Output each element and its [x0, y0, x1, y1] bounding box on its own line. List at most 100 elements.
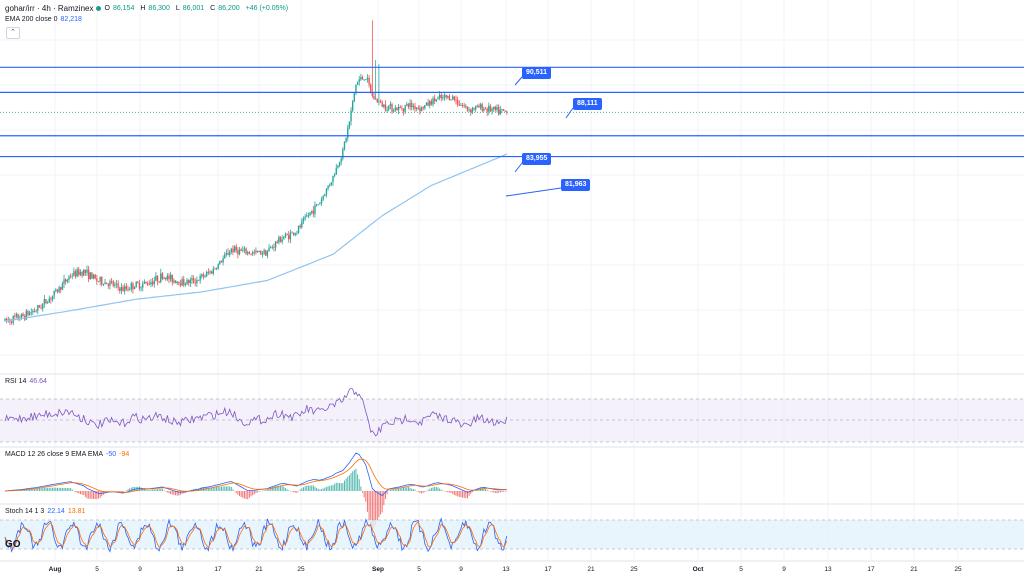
candle-body	[201, 274, 203, 276]
candle-body	[417, 107, 419, 109]
macd-histogram-bar	[325, 486, 327, 491]
candle-body	[215, 268, 218, 270]
macd-histogram-bar	[148, 490, 150, 491]
candle-body	[58, 287, 60, 292]
macd-histogram-bar	[70, 488, 72, 491]
candle-body	[425, 102, 428, 106]
macd-histogram-bar	[278, 485, 280, 491]
macd-histogram-bar	[89, 491, 91, 499]
candle-body	[260, 251, 262, 255]
macd-histogram-bar	[375, 491, 377, 525]
macd-histogram-bar	[288, 490, 290, 491]
macd-histogram-bar	[75, 491, 77, 492]
macd-histogram-bar	[134, 486, 136, 491]
candle-body	[225, 253, 228, 255]
price-level-tag[interactable]: 81,963	[561, 179, 591, 191]
x-tick-label: 9	[782, 566, 786, 573]
macd-histogram-bar	[319, 489, 321, 491]
candle-body	[437, 97, 439, 100]
candle-body	[17, 314, 19, 320]
macd-histogram-bar	[93, 491, 95, 499]
ohlc-change: +46 (+0.05%)	[245, 5, 289, 12]
candle-body	[291, 232, 293, 234]
candle-body	[101, 276, 103, 285]
macd-histogram-bar	[458, 491, 460, 497]
candle-body	[163, 277, 165, 279]
price-level-tag[interactable]: 83,955	[522, 153, 552, 165]
candle-body	[379, 101, 382, 103]
rsi-line	[4, 388, 508, 437]
macd-histogram-bar	[253, 491, 255, 495]
candle-body	[368, 77, 370, 85]
stoch-legend[interactable]: Stoch 14 1 3 22.14 13.81	[5, 508, 85, 515]
macd-histogram-bar	[368, 491, 370, 521]
macd-signal-line	[4, 458, 507, 493]
candle-body	[138, 282, 141, 289]
candle-body	[168, 275, 170, 280]
macd-histogram-bar	[52, 487, 54, 491]
candle-body	[212, 268, 214, 274]
symbol-title[interactable]: gohar/irr · 4h · Ramzinex	[5, 4, 94, 13]
macd-histogram-bar	[299, 489, 301, 491]
macd-histogram-bar	[179, 491, 181, 495]
candle-body	[330, 182, 333, 186]
candle-body	[196, 280, 198, 284]
x-tick-label: Aug	[49, 566, 62, 573]
candle-body	[86, 269, 88, 273]
candle-body	[499, 109, 501, 115]
candle-body	[173, 280, 175, 283]
candle-body	[15, 314, 18, 317]
candle-body	[432, 98, 434, 105]
candle-body	[79, 272, 82, 275]
candle-body	[453, 96, 456, 100]
candle-body	[447, 96, 449, 98]
candle-body	[20, 313, 23, 319]
macd-histogram-bar	[252, 491, 254, 496]
candle-body	[114, 284, 116, 286]
candle-body	[110, 281, 113, 283]
candle-body	[10, 321, 13, 323]
candle-body	[122, 287, 124, 292]
candle-body	[142, 283, 144, 288]
candle-body	[247, 252, 249, 254]
macd-histogram-bar	[486, 489, 488, 491]
rsi-legend[interactable]: RSI 14 46.64	[5, 378, 47, 385]
candle-body	[317, 204, 319, 206]
candle-body	[102, 284, 105, 285]
macd-histogram-bar	[337, 482, 339, 491]
macd-histogram-bar	[439, 488, 441, 491]
candle-body	[38, 305, 41, 308]
macd-legend[interactable]: MACD 12 26 close 9 EMA EMA -50 -94	[5, 451, 129, 458]
candle-body	[404, 105, 406, 112]
macd-histogram-bar	[504, 491, 506, 492]
candle-body	[158, 281, 160, 283]
macd-histogram-bar	[165, 491, 167, 492]
candle-body	[250, 253, 252, 255]
macd-histogram-bar	[212, 487, 214, 491]
candle-body	[443, 95, 446, 98]
macd-histogram-bar	[214, 486, 216, 491]
candle-body	[5, 318, 8, 320]
candle-body	[483, 108, 485, 111]
macd-histogram-bar	[220, 486, 222, 491]
macd-histogram-bar	[332, 485, 334, 491]
macd-histogram-bar	[247, 491, 249, 500]
collapse-legend-button[interactable]: ⌃	[6, 27, 20, 39]
macd-histogram-bar	[207, 487, 209, 491]
ema-legend[interactable]: EMA 200 close 0 82,218	[5, 16, 82, 23]
candle-body	[112, 281, 114, 286]
candle-body	[245, 248, 247, 254]
candle-body	[135, 281, 137, 287]
price-level-tag[interactable]: 90,511	[522, 67, 552, 79]
candle-body	[274, 241, 277, 248]
candle-body	[411, 102, 413, 108]
candle-body	[466, 106, 469, 111]
tradingview-logo[interactable]: GO	[5, 539, 21, 550]
macd-histogram-bar	[34, 488, 36, 491]
candle-body	[463, 105, 465, 107]
price-level-tag[interactable]: 88,111	[573, 98, 602, 110]
macd-histogram-bar	[363, 491, 365, 498]
candle-body	[389, 104, 392, 107]
macd-histogram-bar	[448, 491, 450, 493]
